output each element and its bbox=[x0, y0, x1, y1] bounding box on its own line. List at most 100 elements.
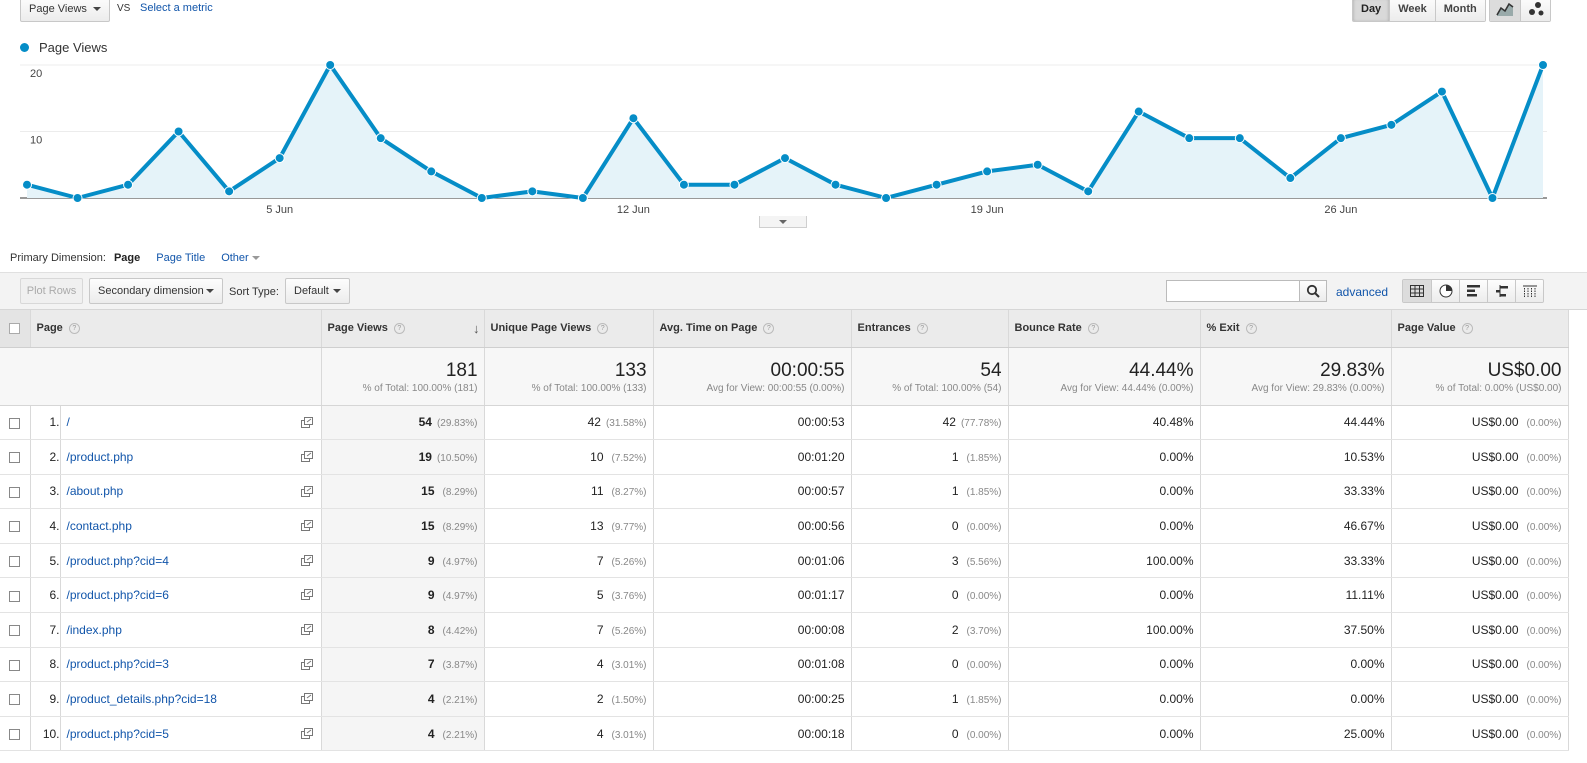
data-point[interactable] bbox=[678, 179, 689, 190]
table-search-input[interactable] bbox=[1166, 280, 1300, 302]
help-icon[interactable]: ? bbox=[763, 322, 775, 334]
data-point[interactable] bbox=[1538, 60, 1548, 70]
data-point[interactable] bbox=[1285, 173, 1296, 184]
row-checkbox[interactable] bbox=[9, 556, 21, 567]
data-point[interactable] bbox=[224, 186, 235, 197]
col-header-exit[interactable]: % Exit? bbox=[1200, 310, 1392, 348]
help-icon[interactable]: ? bbox=[597, 322, 609, 334]
select-all-checkbox[interactable] bbox=[9, 322, 21, 334]
plot-rows-button[interactable]: Plot Rows bbox=[20, 278, 83, 304]
month-button[interactable]: Month bbox=[1434, 0, 1485, 21]
data-point[interactable] bbox=[1133, 106, 1144, 117]
open-page-icon[interactable] bbox=[300, 416, 313, 431]
metric-select[interactable]: Page Views bbox=[20, 0, 110, 22]
help-icon[interactable]: ? bbox=[1245, 322, 1257, 334]
data-point[interactable] bbox=[1487, 193, 1498, 203]
data-point[interactable] bbox=[375, 133, 386, 144]
help-icon[interactable]: ? bbox=[393, 322, 405, 334]
page-link[interactable]: /product.php?cid=5 bbox=[66, 726, 169, 741]
help-icon[interactable]: ? bbox=[68, 322, 80, 334]
row-checkbox[interactable] bbox=[9, 625, 21, 637]
advanced-filter-link[interactable]: advanced bbox=[1336, 285, 1389, 299]
row-checkbox[interactable] bbox=[9, 452, 21, 464]
page-link[interactable]: /about.php bbox=[66, 484, 124, 499]
col-header-entrances[interactable]: Entrances? bbox=[851, 310, 1009, 348]
dimension-page-title-link[interactable]: Page Title bbox=[156, 252, 206, 264]
open-page-icon[interactable] bbox=[300, 693, 313, 707]
week-button[interactable]: Week bbox=[1389, 0, 1435, 21]
data-point[interactable] bbox=[476, 193, 487, 203]
data-point[interactable] bbox=[780, 153, 790, 164]
page-link[interactable]: /index.php bbox=[66, 622, 122, 637]
data-point[interactable] bbox=[1234, 133, 1245, 144]
data-point[interactable] bbox=[1436, 86, 1447, 97]
page-link[interactable]: /product.php bbox=[66, 449, 134, 464]
row-checkbox[interactable] bbox=[9, 728, 21, 740]
data-table-view-button[interactable] bbox=[1403, 280, 1431, 302]
open-page-icon[interactable] bbox=[300, 520, 313, 534]
pivot-view-button[interactable] bbox=[1515, 280, 1543, 302]
open-page-icon[interactable] bbox=[300, 451, 313, 465]
pie-view-button[interactable] bbox=[1431, 280, 1459, 302]
open-page-icon[interactable] bbox=[300, 589, 313, 603]
col-header-page-views[interactable]: Page Views? ↓ bbox=[321, 310, 485, 348]
col-header-page-value[interactable]: Page Value? bbox=[1391, 310, 1569, 348]
help-icon[interactable]: ? bbox=[1087, 322, 1099, 334]
data-point[interactable] bbox=[628, 113, 639, 124]
day-button[interactable]: Day bbox=[1353, 0, 1390, 21]
page-link[interactable]: / bbox=[66, 415, 70, 430]
dimension-other-dropdown[interactable]: Other bbox=[221, 252, 260, 264]
select-metric-link[interactable]: Select a metric bbox=[140, 2, 213, 14]
motion-chart-button[interactable] bbox=[1520, 0, 1550, 21]
row-checkbox[interactable] bbox=[9, 417, 21, 429]
data-point[interactable] bbox=[1184, 133, 1195, 144]
secondary-dimension-dropdown[interactable]: Secondary dimension bbox=[89, 278, 223, 304]
data-point[interactable] bbox=[931, 179, 942, 190]
data-point[interactable] bbox=[577, 193, 588, 203]
data-point[interactable] bbox=[123, 179, 134, 190]
data-point[interactable] bbox=[830, 179, 841, 190]
data-point[interactable] bbox=[22, 179, 32, 190]
data-point[interactable] bbox=[1083, 186, 1094, 197]
open-page-icon[interactable] bbox=[300, 485, 313, 500]
data-point[interactable] bbox=[72, 193, 83, 203]
data-point[interactable] bbox=[1335, 133, 1346, 144]
page-link[interactable]: /product_details.php?cid=18 bbox=[66, 692, 217, 707]
page-link[interactable]: /product.php?cid=3 bbox=[66, 657, 169, 672]
row-checkbox[interactable] bbox=[9, 659, 21, 671]
search-button[interactable] bbox=[1299, 280, 1327, 302]
data-point[interactable] bbox=[1032, 159, 1043, 170]
help-icon[interactable]: ? bbox=[916, 322, 928, 334]
col-header-page[interactable]: Page? bbox=[30, 310, 322, 348]
line-chart-button[interactable] bbox=[1490, 0, 1520, 21]
page-link[interactable]: /product.php?cid=6 bbox=[66, 588, 169, 603]
chart-collapse-handle[interactable] bbox=[759, 216, 807, 228]
data-point[interactable] bbox=[729, 179, 740, 190]
page-link[interactable]: /product.php?cid=4 bbox=[66, 553, 169, 568]
row-checkbox[interactable] bbox=[9, 486, 21, 498]
sort-type-dropdown[interactable]: Default bbox=[285, 278, 350, 304]
data-point[interactable] bbox=[527, 186, 538, 197]
col-header-avg-time[interactable]: Avg. Time on Page? bbox=[653, 310, 852, 348]
col-header-unique-page-views[interactable]: Unique Page Views? bbox=[484, 310, 654, 348]
cell-percent: (0.00%) bbox=[1526, 556, 1562, 568]
page-link[interactable]: /contact.php bbox=[66, 519, 132, 534]
open-page-icon[interactable] bbox=[300, 658, 313, 673]
data-point[interactable] bbox=[881, 193, 892, 203]
performance-view-button[interactable] bbox=[1459, 280, 1487, 302]
open-page-icon[interactable] bbox=[300, 727, 313, 742]
data-point[interactable] bbox=[173, 126, 184, 137]
row-checkbox[interactable] bbox=[9, 694, 21, 706]
comparison-view-button[interactable] bbox=[1487, 280, 1515, 302]
help-icon[interactable]: ? bbox=[1461, 322, 1473, 334]
data-point[interactable] bbox=[274, 153, 285, 164]
open-page-icon[interactable] bbox=[300, 554, 313, 569]
data-point[interactable] bbox=[426, 166, 437, 177]
row-checkbox[interactable] bbox=[9, 521, 21, 533]
data-point[interactable] bbox=[325, 60, 336, 70]
row-checkbox[interactable] bbox=[9, 590, 21, 602]
open-page-icon[interactable] bbox=[300, 624, 313, 638]
data-point[interactable] bbox=[982, 166, 993, 177]
col-header-bounce-rate[interactable]: Bounce Rate? bbox=[1008, 310, 1201, 348]
data-point[interactable] bbox=[1386, 119, 1397, 130]
